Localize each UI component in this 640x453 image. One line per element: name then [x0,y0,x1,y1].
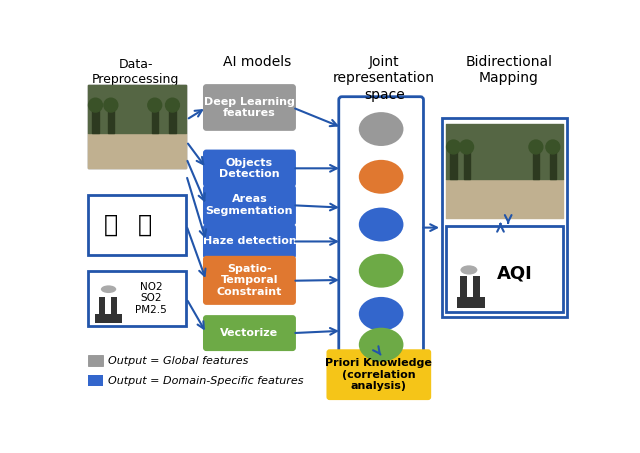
Text: Priori Knowledge
(correlation
analysis): Priori Knowledge (correlation analysis) [325,358,432,391]
Text: Haze detection: Haze detection [203,236,296,246]
Text: Areas
Segmentation: Areas Segmentation [205,194,293,216]
Text: ⏱: ⏱ [138,212,152,236]
Circle shape [104,98,118,112]
FancyBboxPatch shape [204,150,295,186]
Ellipse shape [359,297,403,331]
Circle shape [529,140,543,154]
Text: AI models: AI models [223,55,291,69]
Circle shape [447,140,460,154]
Text: Spatio-
Temporal
Constraint: Spatio- Temporal Constraint [217,264,282,297]
Bar [458,297,485,308]
Text: Bidirectional
Mapping: Bidirectional Mapping [465,55,552,85]
Bar [473,276,480,303]
Text: Deep Learning
features: Deep Learning features [204,96,295,118]
Circle shape [546,140,560,154]
Bar [442,118,566,317]
Bar [88,195,186,255]
Ellipse shape [460,265,477,275]
Bar [99,297,105,320]
Circle shape [460,140,474,154]
Text: Data-
Preprocessing: Data- Preprocessing [92,58,179,86]
Bar [88,271,186,326]
Text: Vectorize: Vectorize [220,328,278,338]
Circle shape [166,98,179,112]
Text: Output = Domain-Specific features: Output = Domain-Specific features [108,376,303,386]
Bar [111,297,117,320]
Bar [88,85,186,169]
Text: Joint
representation
space: Joint representation space [333,55,435,101]
FancyBboxPatch shape [204,316,295,350]
Bar [88,376,103,386]
Bar [446,226,563,312]
FancyBboxPatch shape [204,225,295,258]
FancyBboxPatch shape [204,186,295,225]
Ellipse shape [101,285,116,293]
Ellipse shape [359,112,403,146]
Circle shape [148,98,162,112]
Bar [95,314,122,323]
Ellipse shape [359,160,403,194]
FancyBboxPatch shape [326,349,431,400]
Text: Output = Global features: Output = Global features [108,356,248,366]
Bar [460,276,467,303]
Ellipse shape [359,328,403,361]
Text: NO2
SO2
PM2.5: NO2 SO2 PM2.5 [135,282,167,315]
Circle shape [88,98,102,112]
Bar [88,356,103,366]
FancyBboxPatch shape [204,257,295,304]
Bar [446,125,563,218]
Text: AQI: AQI [497,265,533,283]
FancyBboxPatch shape [339,96,424,358]
Ellipse shape [359,207,403,241]
Text: Objects
Detection: Objects Detection [219,158,280,179]
Text: 🗺: 🗺 [104,212,118,236]
Ellipse shape [359,254,403,288]
FancyBboxPatch shape [204,85,295,130]
